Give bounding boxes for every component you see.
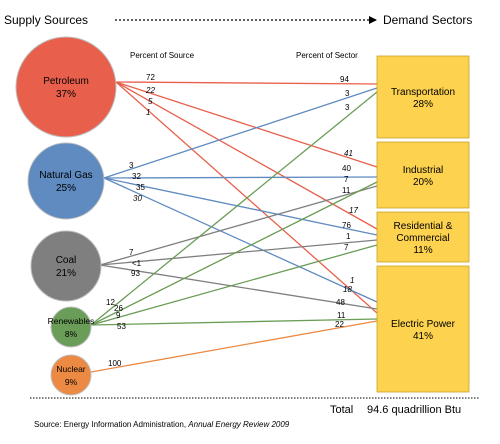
total-value: 94.6 quadrillion Btu <box>367 404 461 416</box>
source-circle-coal <box>30 230 102 302</box>
sector-box-industrial <box>376 141 470 209</box>
flow-line-petroleum-to-transportation <box>115 81 378 85</box>
total-label: Total <box>330 404 353 416</box>
source-pct-petroleum-to-electric: 1 <box>146 108 150 117</box>
sector-percent-industrial: 20% <box>413 177 433 188</box>
sector-box-electric <box>376 265 470 393</box>
source-circle-renewables <box>50 306 92 348</box>
source-circle-nuclear <box>50 354 92 396</box>
sector-box-residential <box>376 211 470 263</box>
source-pct-renewables-to-electric: 53 <box>117 322 126 331</box>
sector-name-electric: Electric Power <box>391 319 456 330</box>
nodes: Petroleum 37% Natural Gas 25% Coal 21% Renewab… <box>15 36 470 396</box>
flow-line-renewables-to-residential <box>90 244 378 326</box>
source-note: Source: Energy Information Administratio… <box>34 420 289 429</box>
flow-line-coal-to-electric <box>99 264 378 310</box>
sector-pct-petroleum-to-transportation: 94 <box>340 75 349 84</box>
sector-pct-coal-to-industrial: 7 <box>344 175 349 184</box>
sector-pct-renewables-to-electric: 11 <box>337 311 346 320</box>
flow-line-natural_gas-to-residential <box>103 177 378 236</box>
flow-line-natural_gas-to-industrial <box>103 176 378 179</box>
sector-percent-residential: 11% <box>413 245 432 256</box>
percent-of-sector-label: Percent of Sector <box>296 51 358 60</box>
flow-line-renewables-to-electric <box>90 318 378 326</box>
sector-pct-natural_gas-to-electric: 18 <box>343 285 352 294</box>
demand-sectors-title: Demand Sectors <box>383 13 472 27</box>
source-percent-natural_gas: 25% <box>56 183 76 194</box>
sector-box-transportation <box>376 55 470 139</box>
flow-line-petroleum-to-industrial <box>115 81 378 168</box>
flow-line-nuclear-to-electric <box>90 320 378 373</box>
flow-line-coal-to-industrial <box>99 185 378 266</box>
source-circle-petroleum <box>15 36 117 138</box>
source-pct-renewables-to-transportation: 12 <box>106 298 115 307</box>
sector-name-residential-line2: Commercial <box>396 233 449 244</box>
source-name-renewables: Renewables <box>48 316 95 326</box>
flow-line-coal-to-residential <box>99 239 378 266</box>
flow-line-petroleum-to-residential <box>115 81 378 230</box>
sector-pct-renewables-to-transportation: 3 <box>345 103 350 112</box>
sector-pct-natural_gas-to-transportation: 3 <box>345 89 350 98</box>
source-title: Annual Energy Review 2009 <box>188 420 290 429</box>
source-pct-natural_gas-to-industrial: 32 <box>132 172 141 181</box>
flow-line-natural_gas-to-electric <box>103 177 378 303</box>
sector-pct-renewables-to-industrial: 11 <box>342 186 351 195</box>
sector-name-transportation: Transportation <box>391 87 455 98</box>
source-pct-petroleum-to-residential: 5 <box>148 97 153 106</box>
sector-pct-petroleum-to-electric: 1 <box>350 276 354 285</box>
sector-pct-natural_gas-to-industrial: 40 <box>342 164 351 173</box>
source-pct-natural_gas-to-transportation: 3 <box>129 161 134 170</box>
flow-line-renewables-to-transportation <box>90 91 378 326</box>
source-name-coal: Coal <box>56 255 77 266</box>
source-percent-renewables: 8% <box>65 329 78 339</box>
source-pct-petroleum-to-transportation: 72 <box>146 73 155 82</box>
flow-line-renewables-to-industrial <box>90 181 378 326</box>
source-pct-petroleum-to-industrial: 22 <box>145 86 155 95</box>
source-name-petroleum: Petroleum <box>43 76 89 87</box>
source-percent-coal: 21% <box>56 268 76 279</box>
sector-pct-petroleum-to-residential: 17 <box>349 206 358 215</box>
sector-pct-petroleum-to-industrial: 41 <box>344 149 353 158</box>
flow-lines <box>90 81 378 373</box>
sector-pct-natural_gas-to-residential: 76 <box>342 221 351 230</box>
source-pct-natural_gas-to-electric: 30 <box>133 194 142 203</box>
flow-line-natural_gas-to-transportation <box>103 87 378 179</box>
sector-percent-transportation: 28% <box>413 99 433 110</box>
source-prefix: Source: Energy Information Administratio… <box>34 420 189 429</box>
source-pct-natural_gas-to-residential: 35 <box>136 183 145 192</box>
sector-pct-coal-to-electric: 48 <box>336 298 345 307</box>
source-pct-renewables-to-residential: 9 <box>116 311 121 320</box>
sector-name-industrial: Industrial <box>403 165 444 176</box>
source-circle-natural_gas <box>27 142 105 220</box>
source-percent-petroleum: 37% <box>56 89 76 100</box>
sector-pct-nuclear-to-electric: 22 <box>335 320 344 329</box>
sector-name-residential: Residential & <box>394 221 453 232</box>
source-pct-coal-to-industrial: 7 <box>129 248 134 257</box>
source-name-natural_gas: Natural Gas <box>39 170 92 181</box>
source-pct-nuclear-to-electric: 100 <box>108 359 122 368</box>
source-pct-coal-to-residential: <1 <box>132 259 142 268</box>
sector-pct-renewables-to-residential: 7 <box>344 243 349 252</box>
source-pct-coal-to-electric: 93 <box>131 269 140 278</box>
source-pct-renewables-to-industrial: 26 <box>114 304 123 313</box>
sector-percent-electric: 41% <box>413 331 433 342</box>
source-percent-nuclear: 9% <box>65 377 78 387</box>
source-name-nuclear: Nuclear <box>56 364 85 374</box>
sector-pct-coal-to-residential: 1 <box>346 232 351 241</box>
percent-of-source-label: Percent of Source <box>130 51 195 60</box>
flow-labels: 72 942241517113332403576301877<1193481232… <box>106 73 358 368</box>
supply-sources-title: Supply Sources <box>4 13 88 27</box>
